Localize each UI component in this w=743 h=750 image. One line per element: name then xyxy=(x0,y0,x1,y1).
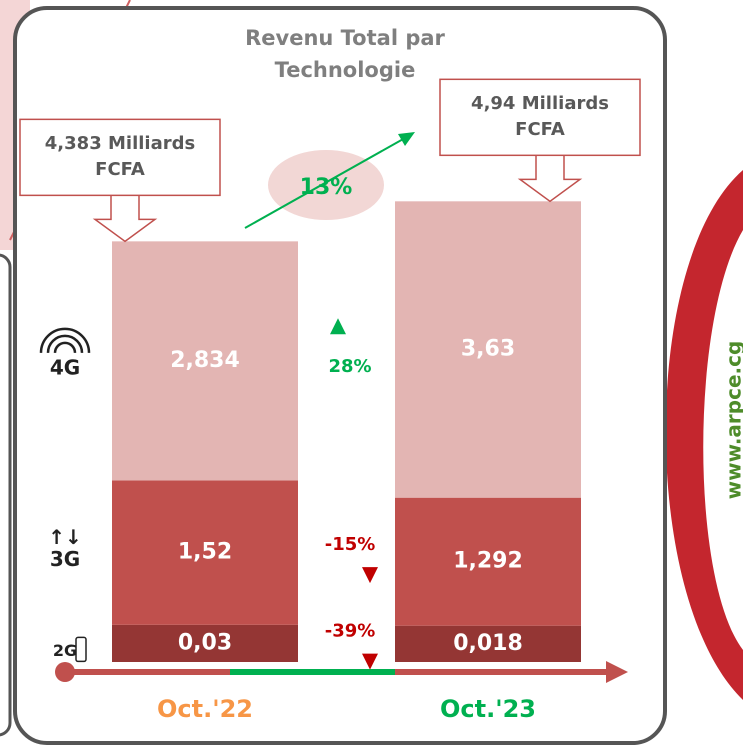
page: www.arpce.cg 13% 0,03 1,52 2,834 Oct.'22 4,3… xyxy=(0,0,743,750)
value-label: 0,018 xyxy=(453,631,523,656)
change-label: -39% xyxy=(325,621,376,642)
left-panel xyxy=(0,255,10,735)
callout-label: 4,383 Milliards FCFA xyxy=(20,119,220,195)
value-label: 1,52 xyxy=(178,540,232,565)
x-tick-label: Oct.'23 xyxy=(440,695,536,723)
value-label: 2,834 xyxy=(170,348,240,373)
arrows-icon: ↑↓ xyxy=(48,525,82,549)
value-label: 3,63 xyxy=(461,337,515,362)
callout: 4,94 Milliards FCFA xyxy=(440,79,640,155)
value-label: 0,03 xyxy=(178,630,232,655)
legend-label: 2G xyxy=(53,641,77,660)
change-label: -15% xyxy=(325,534,376,555)
value-label: 1,292 xyxy=(453,549,523,574)
legend-label: 3G xyxy=(50,547,80,571)
website: www.arpce.cg xyxy=(722,341,743,500)
chart-title: Revenu Total par Technologie xyxy=(215,22,475,86)
legend-label: 4G xyxy=(50,355,80,379)
change-label: 28% xyxy=(328,356,371,377)
callout-label: 4,94 Milliards FCFA xyxy=(440,79,640,155)
chart: www.arpce.cg 13% 0,03 1,52 2,834 Oct.'22 4,3… xyxy=(0,0,743,750)
callout: 4,383 Milliards FCFA xyxy=(20,119,220,195)
growth-label: 13% xyxy=(300,175,353,200)
axis-start xyxy=(55,662,75,682)
x-tick-label: Oct.'22 xyxy=(157,695,253,723)
